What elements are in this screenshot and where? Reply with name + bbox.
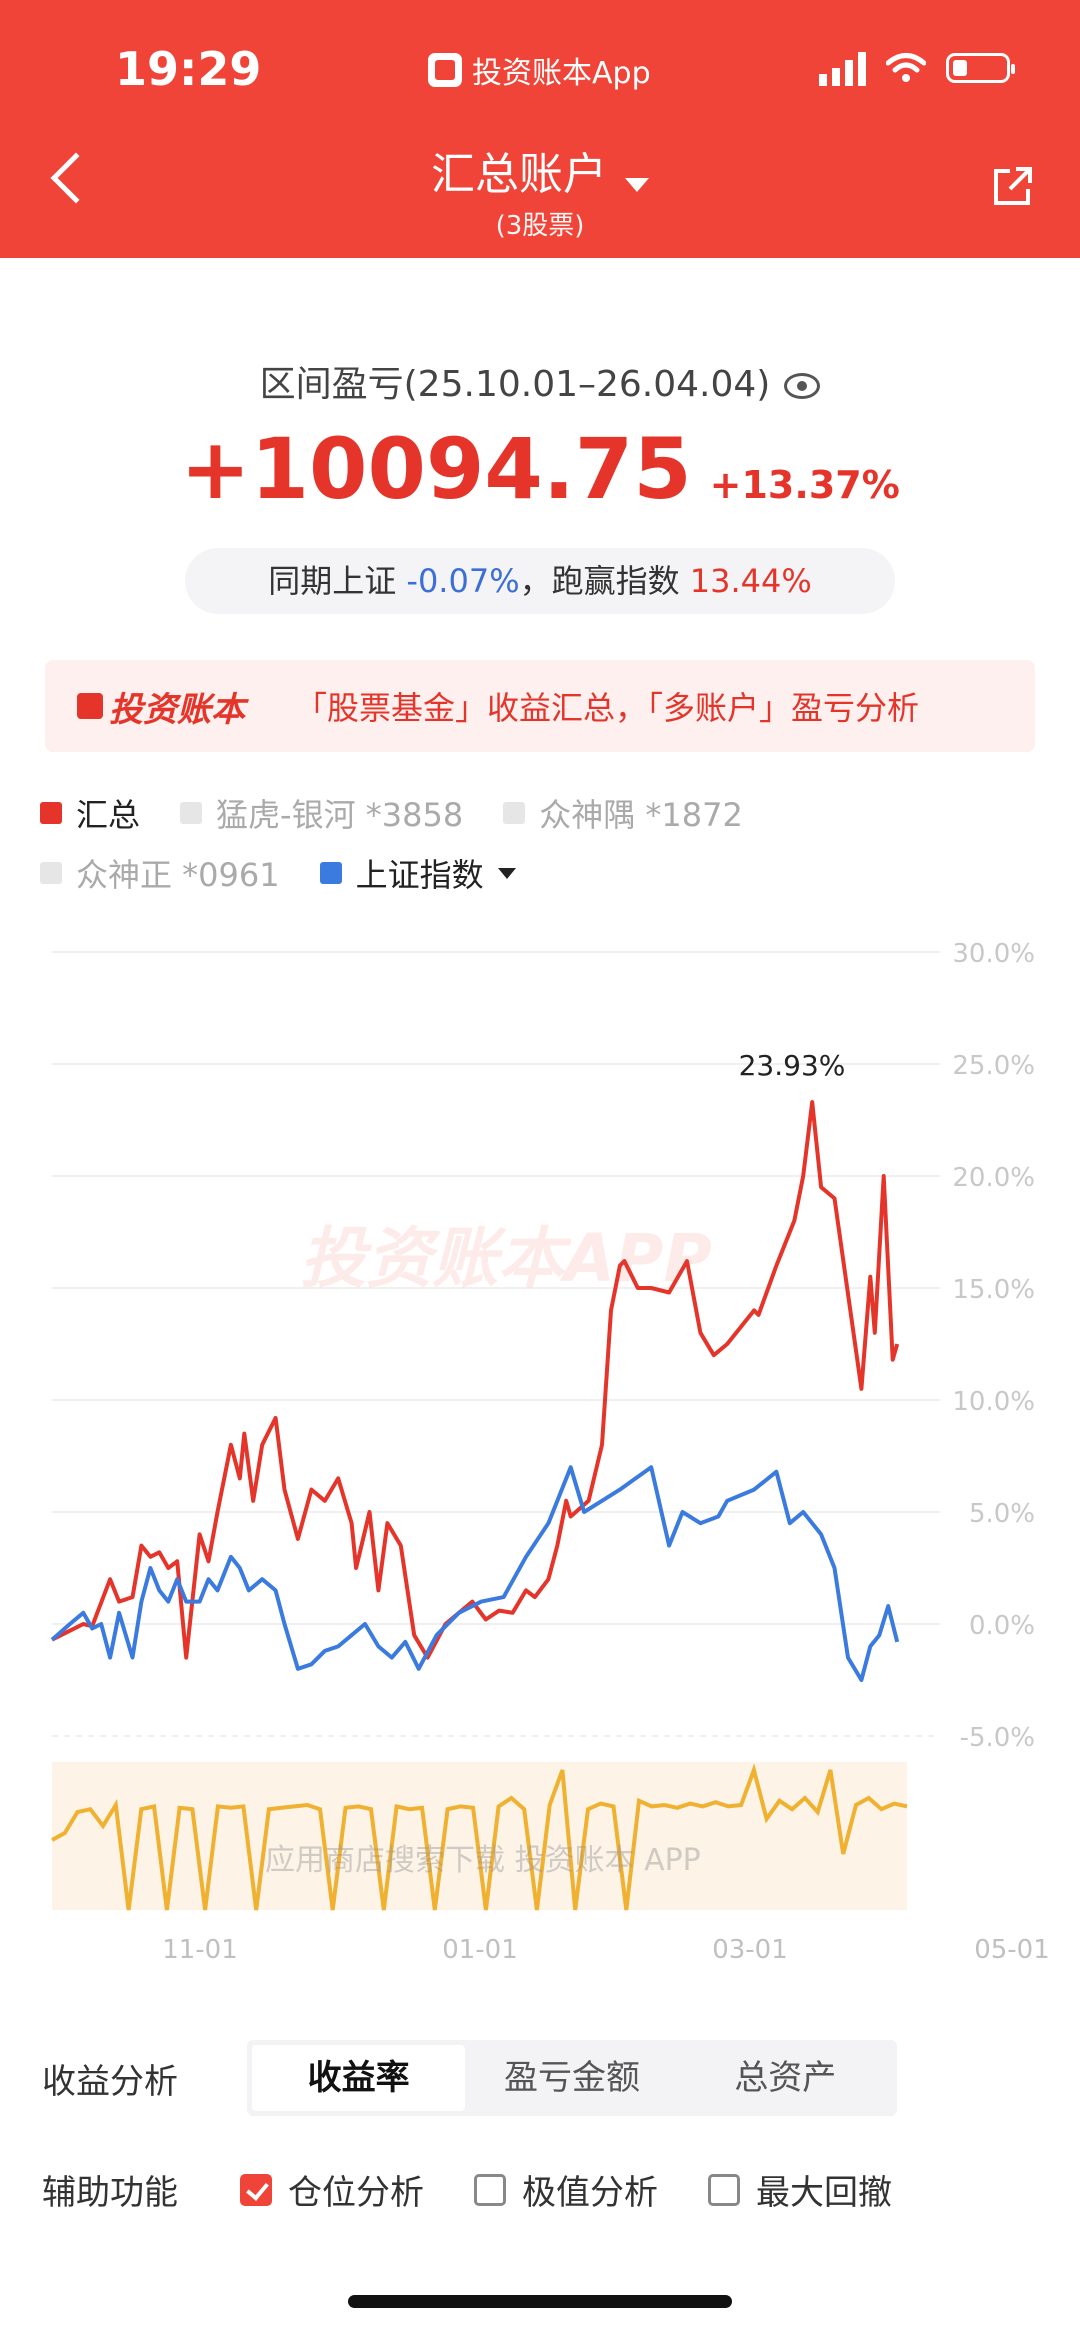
legend-item-index[interactable]: 上证指数 bbox=[355, 856, 484, 894]
legend-item-account-2[interactable]: 众神隅 *1872 bbox=[539, 796, 743, 834]
nav-subtitle: (3股票) bbox=[495, 211, 585, 241]
banner-brand: 投资账本 bbox=[109, 689, 245, 730]
legend-item-account-1[interactable]: 猛虎-银河 *3858 bbox=[216, 796, 464, 834]
legend-swatch-account-2 bbox=[503, 802, 526, 824]
y-tick-label: 0.0% bbox=[969, 1611, 1035, 1641]
compare-mid: ，跑赢指数 bbox=[519, 562, 690, 600]
y-tick-label: 10.0% bbox=[952, 1387, 1035, 1417]
legend-swatch-index bbox=[319, 862, 342, 884]
extreme-analysis-label: 极值分析 bbox=[522, 2173, 658, 2213]
profit-summary: +10094.75 +13.37% bbox=[0, 420, 1080, 518]
battery-icon bbox=[946, 53, 1015, 83]
legend-swatch-account-1 bbox=[180, 802, 203, 824]
extreme-analysis-checkbox[interactable]: 极值分析 bbox=[474, 2165, 658, 2214]
tab-return-rate[interactable]: 收益率 bbox=[252, 2045, 466, 2111]
profit-percent: +13.37% bbox=[709, 463, 900, 507]
nav-title[interactable]: 汇总账户 bbox=[431, 149, 607, 200]
y-tick-label: 5.0% bbox=[969, 1499, 1035, 1529]
signal-icon bbox=[819, 50, 866, 86]
status-icons bbox=[819, 50, 1015, 86]
y-tick-label: 20.0% bbox=[952, 1163, 1035, 1193]
legend-item-total[interactable]: 汇总 bbox=[76, 796, 141, 834]
legend-row-1: 汇总 猛虎-银河 *3858 众神隅 *1872 bbox=[40, 790, 743, 836]
wifi-icon bbox=[886, 53, 926, 82]
checkbox-icon[interactable] bbox=[708, 2173, 740, 2206]
legend-swatch-account-3 bbox=[40, 862, 62, 884]
share-icon[interactable] bbox=[990, 165, 1034, 209]
analysis-label: 收益分析 bbox=[42, 2061, 178, 2102]
status-app-indicator[interactable]: 投资账本App bbox=[428, 48, 651, 92]
y-tick-label: 30.0% bbox=[952, 939, 1035, 969]
home-indicator[interactable] bbox=[348, 2295, 732, 2308]
analysis-row: 收益分析 收益率 盈亏金额 总资产 bbox=[42, 2040, 897, 2116]
brand-logo-icon bbox=[77, 693, 103, 719]
banner-text: 「股票基金」收益汇总，「多账户」盈亏分析 bbox=[295, 689, 920, 727]
legend-row-2: 众神正 *0961 上证指数 bbox=[40, 850, 516, 896]
dropdown-caret-icon[interactable] bbox=[625, 177, 649, 192]
compare-prefix: 同期上证 bbox=[268, 562, 407, 600]
legend-swatch-total bbox=[40, 802, 62, 824]
aux-label: 辅助功能 bbox=[42, 2173, 178, 2213]
banner-logo: 投资账本 bbox=[77, 682, 245, 731]
legend-item-account-3[interactable]: 众神正 *0961 bbox=[76, 856, 280, 894]
x-tick-label: 01-01 bbox=[442, 1935, 518, 1960]
status-app-name: 投资账本App bbox=[472, 56, 651, 91]
tab-total-assets[interactable]: 总资产 bbox=[734, 2058, 837, 2098]
nav-title-wrap[interactable]: 汇总账户 bbox=[0, 138, 1080, 202]
profit-value: +10094.75 bbox=[180, 420, 692, 518]
position-analysis-checkbox[interactable]: 仓位分析 bbox=[240, 2165, 424, 2214]
y-tick-label: 15.0% bbox=[952, 1275, 1035, 1305]
max-drawdown-label: 最大回撤 bbox=[756, 2173, 892, 2213]
position-line bbox=[51, 1763, 908, 1911]
position-analysis-label: 仓位分析 bbox=[288, 2173, 424, 2213]
max-drawdown-checkbox[interactable]: 最大回撤 bbox=[708, 2165, 892, 2214]
app-icon bbox=[428, 53, 462, 87]
period-label: 区间盈亏(25.10.01–26.04.04) bbox=[0, 355, 1080, 407]
aux-row: 辅助功能 仓位分析 极值分析 最大回撤 bbox=[42, 2165, 942, 2214]
top-bar: 19:29 投资账本App 汇总账户 (3股票) bbox=[0, 0, 1080, 258]
chart-bottom-watermark: 应用商店搜索下载 投资账本 APP bbox=[265, 1843, 701, 1878]
tab-profit-amount[interactable]: 盈亏金额 bbox=[503, 2058, 640, 2098]
chart-watermark: 投资账本APP bbox=[300, 1220, 712, 1297]
promo-banner[interactable]: 投资账本 「股票基金」收益汇总，「多账户」盈亏分析 bbox=[45, 660, 1035, 752]
index-compare-pill: 同期上证 -0.07%，跑赢指数 13.44% bbox=[185, 548, 895, 614]
return-chart[interactable]: 30.0% 25.0% 20.0% 15.0% 10.0% 5.0% 0.0% -5.0% 23… bbox=[0, 920, 1080, 1960]
series-line-index bbox=[50, 1465, 900, 1682]
status-time: 19:29 bbox=[115, 42, 262, 96]
analysis-segmented-control: 收益率 盈亏金额 总资产 bbox=[247, 2040, 897, 2116]
peak-label: 23.93% bbox=[739, 1049, 846, 1082]
x-tick-label: 11-01 bbox=[162, 1935, 238, 1960]
checkbox-checked-icon[interactable] bbox=[240, 2173, 272, 2206]
series-line-total bbox=[51, 1100, 900, 1660]
y-tick-label: 25.0% bbox=[952, 1051, 1035, 1081]
index-percent: -0.07% bbox=[406, 562, 520, 600]
beat-percent: 13.44% bbox=[689, 562, 812, 600]
eye-icon[interactable] bbox=[784, 373, 821, 399]
index-dropdown-caret-icon[interactable] bbox=[497, 867, 516, 879]
checkbox-icon[interactable] bbox=[474, 2173, 506, 2206]
x-tick-label: 03-01 bbox=[712, 1935, 788, 1960]
y-tick-label: -5.0% bbox=[960, 1723, 1035, 1753]
period-text: 区间盈亏(25.10.01–26.04.04) bbox=[259, 364, 771, 405]
x-tick-label: 05-01 bbox=[974, 1935, 1050, 1960]
